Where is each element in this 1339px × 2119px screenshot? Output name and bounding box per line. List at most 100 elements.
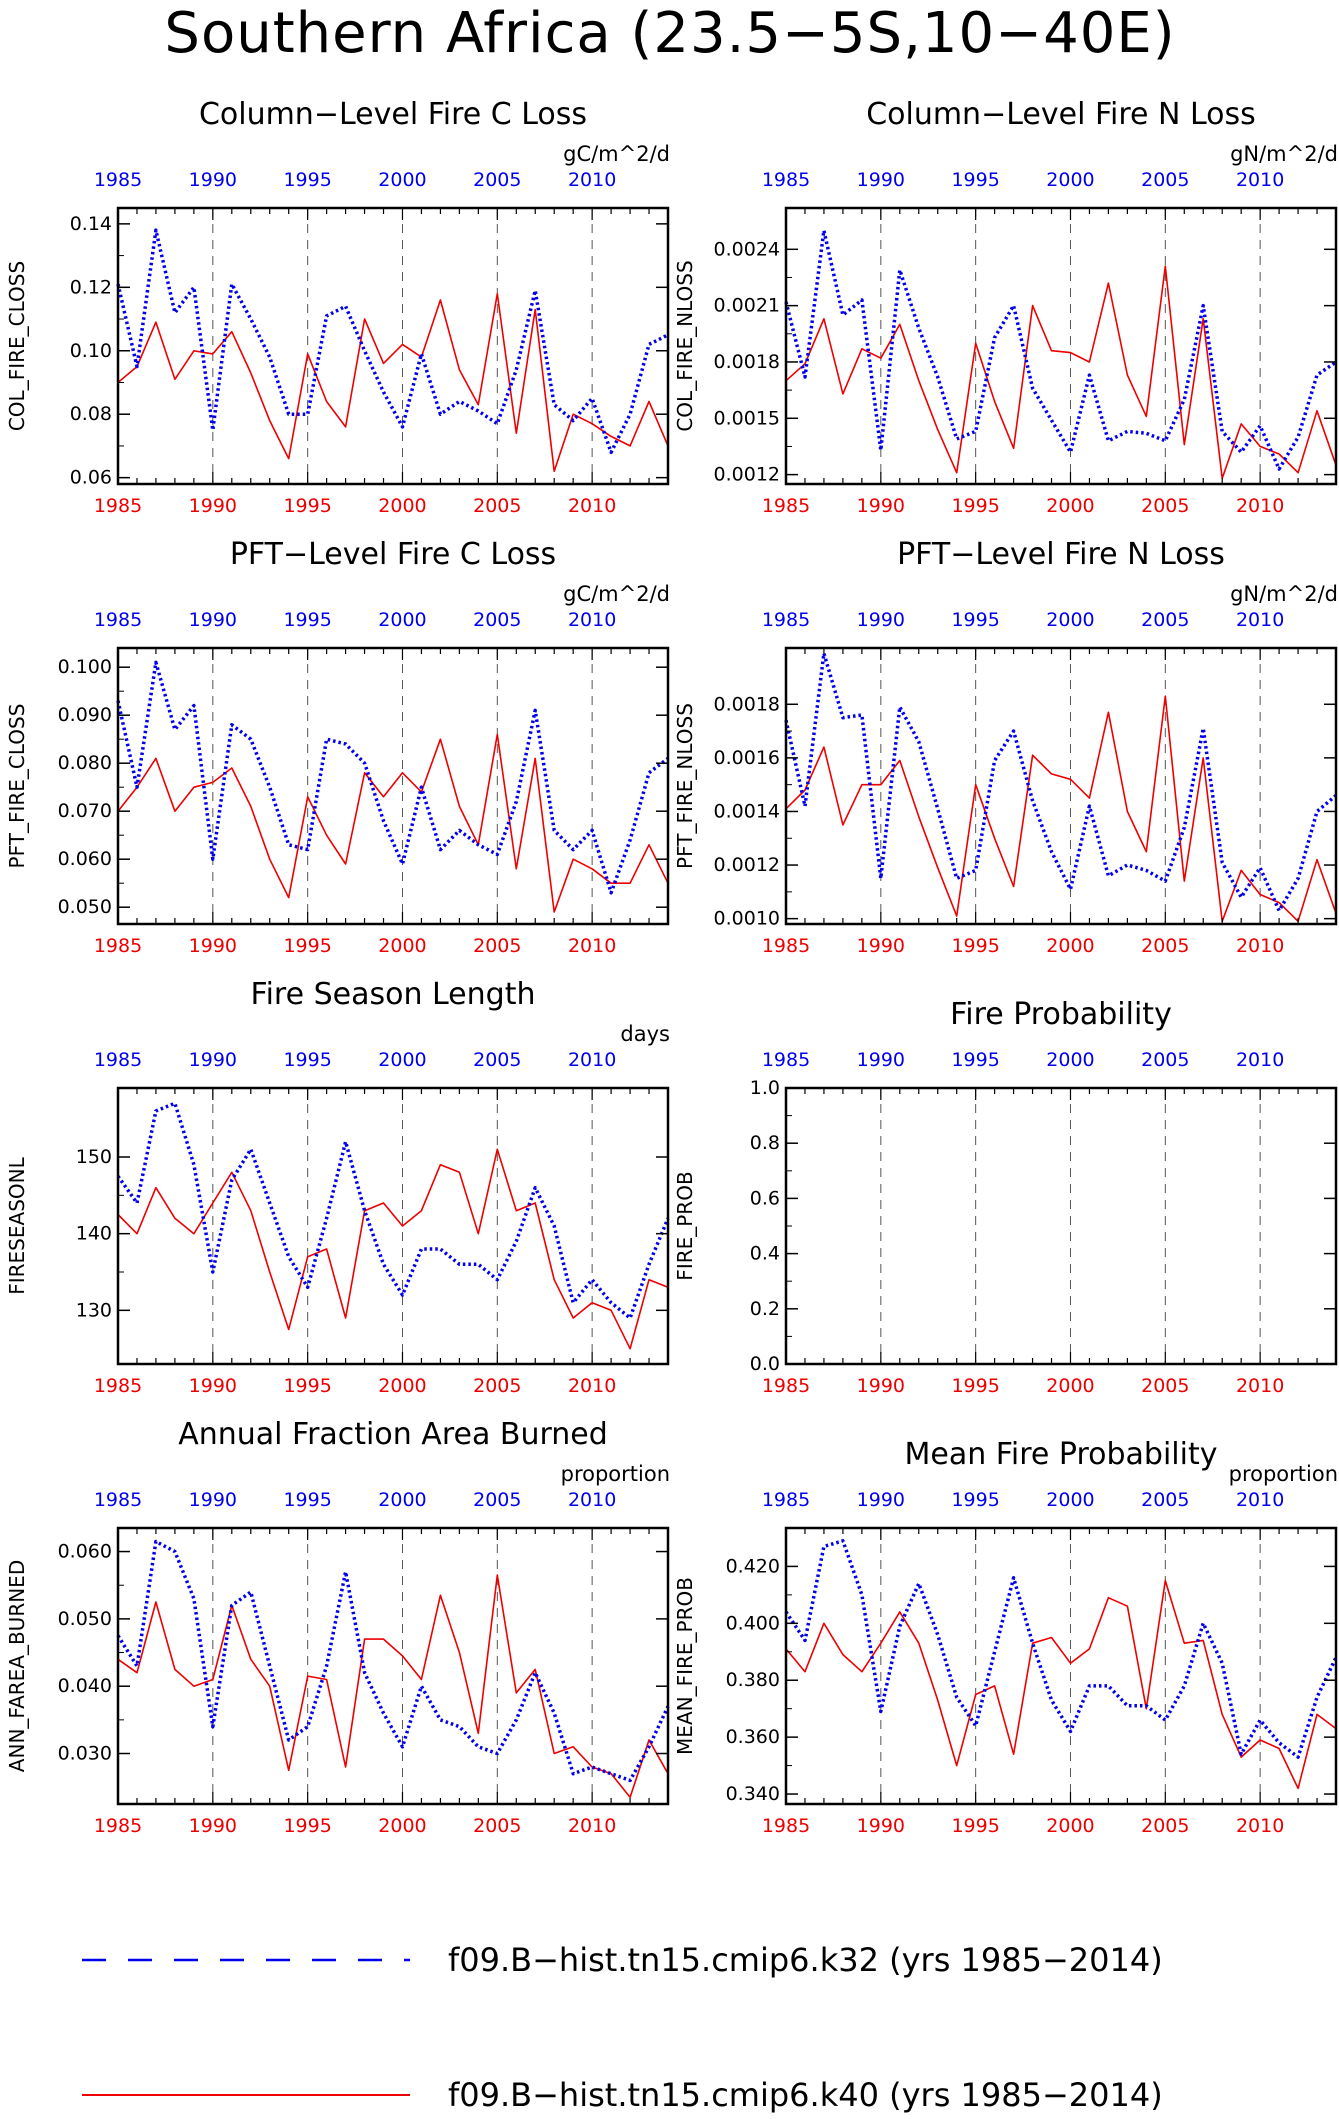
x-tick-label-bottom: 1985 xyxy=(94,495,142,517)
plot-frame xyxy=(784,646,1338,926)
y-tick-label: 0.10 xyxy=(70,340,112,362)
x-tick-label-bottom: 2000 xyxy=(378,1375,426,1397)
x-tick-label-top: 1985 xyxy=(94,609,142,631)
x-tick-label-bottom: 1995 xyxy=(951,495,999,517)
y-tick-label: 0.340 xyxy=(726,1783,780,1805)
chart-panel-8: Mean Fire Probability proportion 0.340 0.36… xyxy=(673,1437,1338,1837)
x-tick-label-bottom: 1985 xyxy=(762,1375,810,1397)
x-tick-label-top: 2005 xyxy=(1141,609,1189,631)
y-tick-label: 0.050 xyxy=(58,1608,112,1630)
x-tick-label-top: 2000 xyxy=(378,609,426,631)
x-tick-label-top: 2010 xyxy=(1236,609,1284,631)
x-tick-label-bottom: 1990 xyxy=(857,495,905,517)
chart-panel-3: PFT−Level Fire C Loss gC/m^2/d 0.050 0.060 0… xyxy=(5,537,670,957)
x-tick-label-bottom: 1995 xyxy=(283,1375,331,1397)
y-tick-label: 0.100 xyxy=(58,656,112,678)
x-tick-label-bottom: 1995 xyxy=(951,935,999,957)
units-label: gN/m^2/d xyxy=(1230,582,1338,606)
x-tick-label-bottom: 2005 xyxy=(1141,935,1189,957)
page-title: Southern Africa (23.5−5S,10−40E) xyxy=(164,1,1175,66)
x-tick-label-bottom: 2005 xyxy=(1141,1815,1189,1837)
panel-title: Annual Fraction Area Burned xyxy=(178,1417,608,1452)
y-tick-label: 0.6 xyxy=(750,1187,780,1209)
x-tick-label-bottom: 2000 xyxy=(1046,1375,1094,1397)
x-tick-label-bottom: 1985 xyxy=(94,935,142,957)
x-tick-label-top: 1995 xyxy=(951,1049,999,1071)
units-label: proportion xyxy=(1229,1462,1338,1486)
x-tick-label-bottom: 2000 xyxy=(378,495,426,517)
x-tick-label-top: 2005 xyxy=(473,609,521,631)
x-tick-label-top: 2005 xyxy=(473,1489,521,1511)
plot-frame xyxy=(116,206,670,486)
y-axis-label: MEAN_FIRE_PROB xyxy=(673,1577,697,1755)
y-tick-label: 0.12 xyxy=(70,276,112,298)
x-tick-label-bottom: 1990 xyxy=(189,1815,237,1837)
x-tick-label-bottom: 2000 xyxy=(1046,935,1094,957)
x-tick-label-bottom: 1985 xyxy=(762,1815,810,1837)
x-tick-label-bottom: 1995 xyxy=(283,495,331,517)
plot-frame xyxy=(116,1086,670,1366)
series-line-blue xyxy=(116,1101,670,1320)
x-tick-label-bottom: 2000 xyxy=(378,1815,426,1837)
x-tick-label-bottom: 2000 xyxy=(1046,495,1094,517)
x-tick-label-top: 2005 xyxy=(1141,1489,1189,1511)
x-tick-label-top: 1985 xyxy=(762,1489,810,1511)
x-tick-label-top: 2010 xyxy=(568,609,616,631)
legend: f09.B−hist.tn15.cmip6.k32 (yrs 1985−2014… xyxy=(82,1941,1163,2114)
x-tick-label-top: 1995 xyxy=(283,1489,331,1511)
x-tick-label-bottom: 2000 xyxy=(378,935,426,957)
x-tick-label-top: 2000 xyxy=(1046,1049,1094,1071)
x-tick-label-top: 2000 xyxy=(1046,609,1094,631)
x-tick-label-top: 2010 xyxy=(1236,1489,1284,1511)
y-tick-label: 0.2 xyxy=(750,1298,780,1320)
y-tick-label: 0.0016 xyxy=(714,747,780,769)
x-tick-label-bottom: 2005 xyxy=(473,935,521,957)
y-tick-label: 0.030 xyxy=(58,1743,112,1765)
x-tick-label-top: 1995 xyxy=(951,609,999,631)
y-tick-label: 0.380 xyxy=(726,1669,780,1691)
y-tick-label: 0.06 xyxy=(70,467,112,489)
x-tick-label-top: 1990 xyxy=(189,169,237,191)
x-tick-label-top: 2000 xyxy=(378,169,426,191)
y-tick-label: 0.4 xyxy=(750,1243,780,1265)
panel-title: Fire Probability xyxy=(950,997,1172,1032)
y-tick-label: 130 xyxy=(76,1299,112,1321)
y-tick-label: 0.0024 xyxy=(714,238,780,260)
x-tick-label-bottom: 1995 xyxy=(951,1815,999,1837)
x-tick-label-top: 2010 xyxy=(568,169,616,191)
x-tick-label-top: 1990 xyxy=(857,1489,905,1511)
series-line-blue xyxy=(116,660,670,895)
units-label: proportion xyxy=(561,1462,670,1486)
x-tick-label-top: 1990 xyxy=(189,1049,237,1071)
panel-title: PFT−Level Fire C Loss xyxy=(230,537,556,572)
y-tick-label: 0.0021 xyxy=(714,295,780,317)
x-tick-label-top: 1985 xyxy=(762,1049,810,1071)
legend-label-red: f09.B−hist.tn15.cmip6.k40 (yrs 1985−2014… xyxy=(448,2076,1163,2114)
x-tick-label-top: 2000 xyxy=(378,1489,426,1511)
series-line-red xyxy=(785,1579,1337,1790)
x-tick-label-bottom: 1985 xyxy=(762,495,810,517)
plot-frame xyxy=(116,1526,670,1806)
legend-item-red: f09.B−hist.tn15.cmip6.k40 (yrs 1985−2014… xyxy=(82,2076,1163,2114)
series-line-blue xyxy=(116,1539,670,1783)
x-tick-label-top: 2005 xyxy=(1141,1049,1189,1071)
y-tick-label: 140 xyxy=(76,1223,112,1245)
x-tick-label-bottom: 1990 xyxy=(857,1375,905,1397)
x-tick-label-top: 1990 xyxy=(189,609,237,631)
panel-title: PFT−Level Fire N Loss xyxy=(897,537,1225,572)
y-tick-label: 0.0012 xyxy=(714,464,780,486)
y-tick-label: 0.060 xyxy=(58,1541,112,1563)
series-line-red xyxy=(117,292,669,473)
x-tick-label-bottom: 1990 xyxy=(857,1815,905,1837)
series-line-red xyxy=(117,1574,669,1799)
legend-item-blue: f09.B−hist.tn15.cmip6.k32 (yrs 1985−2014… xyxy=(82,1941,1163,1979)
y-tick-label: 0.0015 xyxy=(714,407,780,429)
x-tick-label-top: 1995 xyxy=(283,169,331,191)
x-tick-label-bottom: 1985 xyxy=(94,1375,142,1397)
x-tick-label-top: 2010 xyxy=(568,1049,616,1071)
panel-title: Mean Fire Probability xyxy=(905,1437,1218,1472)
y-axis-label: ANN_FAREA_BURNED xyxy=(5,1560,29,1772)
x-tick-label-bottom: 2010 xyxy=(1236,935,1284,957)
